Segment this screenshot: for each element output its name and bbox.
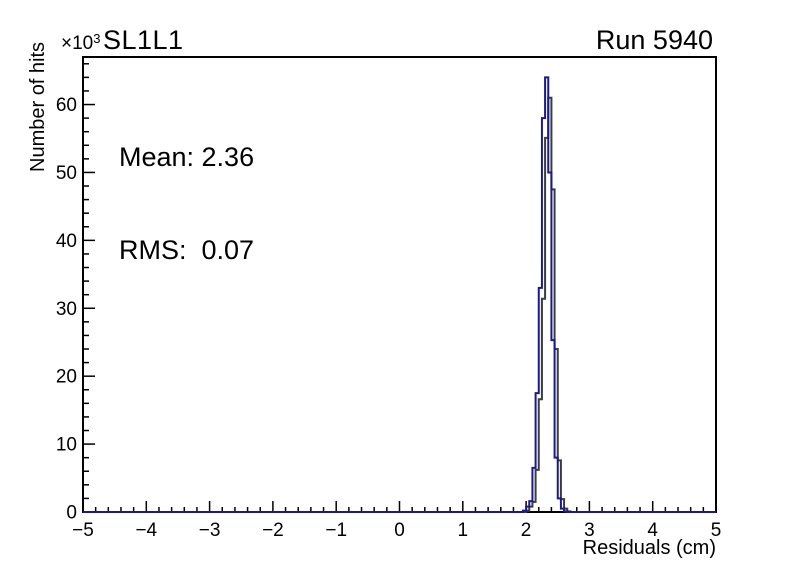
y-axis-title: Number of hits [27, 41, 49, 172]
x-axis-title: Residuals (cm) [582, 537, 716, 559]
y-tick-label: 60 [56, 95, 77, 116]
x-tick-label: −4 [135, 520, 157, 541]
stats-box: Mean: 2.36 RMS: 0.07 [119, 80, 254, 297]
run-number-label: Run 5940 [595, 25, 713, 55]
y-axis-scale-multiplier: ×103 [61, 31, 100, 55]
x-tick-label: 1 [458, 520, 469, 541]
x-tick-label: −1 [325, 520, 347, 541]
stats-mean: Mean: 2.36 [119, 142, 255, 172]
x-tick-label: 3 [584, 520, 595, 541]
stats-rms: RMS: 0.07 [119, 235, 255, 265]
y-tick-label: 20 [56, 367, 77, 388]
x-tick-label: 4 [647, 520, 658, 541]
x-tick-label: 2 [521, 520, 532, 541]
page-title: SL1L1 [103, 25, 184, 55]
y-tick-label: 0 [66, 503, 77, 524]
x-tick-label: 0 [394, 520, 405, 541]
x-tick-label: −2 [262, 520, 284, 541]
x-tick-label: −3 [199, 520, 221, 541]
x-tick-label: −5 [72, 520, 94, 541]
y-tick-label: 50 [56, 163, 77, 184]
scale-exponent: 3 [93, 31, 101, 46]
y-tick-label: 30 [56, 299, 77, 320]
y-tick-label: 40 [56, 231, 77, 252]
histogram-outline-residuals-primary [83, 76, 716, 513]
scale-prefix: ×10 [61, 33, 94, 54]
x-tick-label: 5 [711, 520, 722, 541]
y-tick-label: 10 [56, 435, 77, 456]
